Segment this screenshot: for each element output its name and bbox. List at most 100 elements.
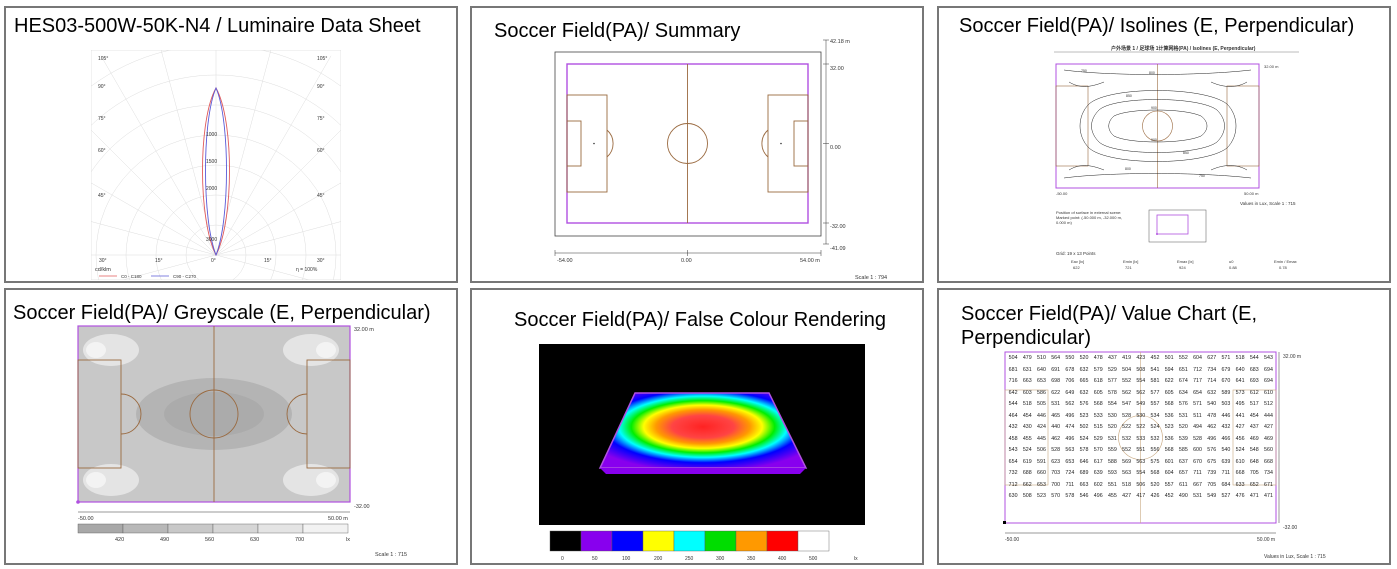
legend-swatch [212,523,259,534]
stat-value: 622 [1073,265,1080,270]
bottom-angle-label: 0° [211,258,216,264]
value-cell: 543 [1008,447,1018,453]
value-cell: 458 [1008,435,1018,442]
value-cell: 511 [1193,412,1202,419]
value-cell: 671 [1264,481,1273,488]
value-cell: 570 [1051,493,1061,499]
value-cell: 528 [1051,447,1061,453]
angle-label: 45° [317,193,325,199]
value-cell: 605 [1164,389,1174,396]
panel-isolines: Soccer Field(PA)/ Isolines (E, Perpendic… [937,6,1391,283]
value-cell: 724 [1065,470,1075,476]
value-cell: 518 [1122,481,1132,488]
angle-label: 30° [99,258,107,264]
legend-swatch [167,523,214,534]
value-cell: 646 [1079,458,1089,465]
panel-title: Soccer Field(PA)/ False Colour Rendering [514,309,887,331]
value-cell: 454 [1022,412,1032,419]
values-note: Values in Lux, Scale 1 : 715 [1240,201,1296,206]
value-cell: 568 [1164,447,1174,453]
value-cell: 564 [1051,355,1061,361]
value-cell: 665 [1079,378,1089,384]
value-cell: 531 [1107,435,1117,442]
value-cell: 503 [1221,401,1231,407]
panel-summary: Soccer Field(PA)/ Summary 42.18 m 32.00 … [470,6,924,283]
value-cell: 674 [1178,378,1188,384]
legend-value: 490 [160,537,169,543]
value-cell: 541 [1150,366,1160,373]
contour-label: 800 [1125,167,1131,171]
value-cell: 557 [1164,481,1174,488]
table-row: 732 688 660 703 724 689 639 593 563 554 568 604 657 7… [1006,468,1276,480]
value-cell: 632 [1079,366,1089,373]
value-cell: 540 [1207,401,1217,407]
table-row: 464 454 446 465 496 523 533 530 528 530 534 536 531 5… [1006,411,1276,423]
value-cell: 544 [1249,355,1259,361]
panel-title: Soccer Field(PA)/ Greyscale (E, Perpendi… [13,302,431,324]
value-cell: 478 [1207,412,1217,419]
panel-value-chart: Soccer Field(PA)/ Value Chart (E, Perpen… [937,288,1391,565]
value-cell: 464 [1008,412,1018,419]
value-cell: 734 [1207,366,1217,373]
value-cell: 554 [1107,401,1117,407]
value-cell: 688 [1022,470,1032,476]
value-cell: 490 [1178,493,1188,499]
value-cell: 691 [1051,366,1061,373]
value-cell: 530 [1136,412,1146,419]
value-cell: 652 [1249,481,1259,488]
value-cell: 594 [1164,366,1174,373]
value-cell: 523 [1079,412,1089,419]
y-axis-label: 42.18 m [830,39,850,45]
legend-swatch [735,530,768,552]
y-axis-label: -32.00 [1283,525,1297,531]
value-cell: 577 [1107,378,1117,384]
value-cell: 528 [1122,412,1132,419]
value-cell: 478 [1093,355,1103,361]
value-cell: 589 [1221,389,1231,396]
legend-swatch [580,530,613,552]
value-cell: 496 [1093,493,1103,499]
table-row: 543 524 506 528 563 578 570 559 552 551 556 568 585 6… [1006,445,1276,457]
value-cell: 518 [1022,401,1032,407]
contour-label: 900 [1151,106,1157,110]
x-axis-label: 50.00 m [1257,537,1275,543]
value-cell: 663 [1079,481,1089,488]
value-cell: 533 [1136,435,1146,442]
value-cell: 532 [1150,435,1160,442]
value-cell: 417 [1136,493,1146,499]
legend-swatch [797,530,830,552]
value-cell: 734 [1264,470,1273,476]
value-cell: 633 [1235,481,1245,488]
legend-swatch [77,523,124,534]
value-cell: 446 [1037,412,1046,419]
value-cell: 684 [1221,481,1231,488]
x-axis-label: -50.00 [1005,537,1019,543]
value-cell: 546 [1079,493,1089,499]
legend-value: 300 [716,556,725,562]
contour-label: 850 [1126,94,1132,98]
legend-unit: lx [854,556,858,562]
value-cell: 437 [1107,355,1117,361]
radial-label: 1000 [206,132,217,138]
isolines-header: 户外场景 1 / 足球场 1计算网格(PA) / Isolines (E, Pe… [1110,45,1256,52]
stat-header: Emin [lx] [1123,259,1138,264]
value-cell: 573 [1235,389,1245,396]
value-cell: 670 [1193,458,1202,465]
false-colour-legend [549,530,830,552]
value-cell: 530 [1107,412,1117,419]
value-cell: 549 [1207,493,1217,499]
value-cell: 544 [1008,401,1018,407]
value-cell: 632 [1207,389,1217,396]
value-cell: 508 [1136,366,1146,373]
angle-label: 105° [317,56,327,62]
value-cell: 563 [1122,470,1132,476]
value-cell: 662 [1022,481,1032,488]
stat-header: Emax [lx] [1177,259,1193,264]
value-cell: 419 [1122,355,1132,361]
value-cell: 568 [1150,470,1160,476]
value-cell: 556 [1150,447,1160,453]
value-cell: 554 [1136,378,1146,384]
legend-value: 250 [685,556,694,562]
angle-label: 90° [317,84,325,90]
value-cell: 694 [1264,378,1273,384]
